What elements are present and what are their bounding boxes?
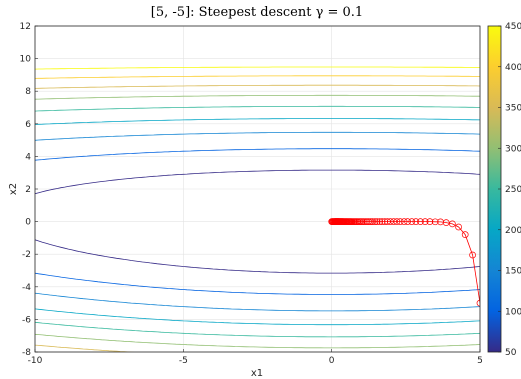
path-point (408, 218, 416, 225)
path-point (426, 218, 434, 225)
path-point (387, 218, 394, 225)
contour-line (35, 118, 480, 125)
path-point (365, 218, 373, 225)
colorbar-tick-label: 100 (505, 307, 521, 317)
path-point (437, 218, 444, 226)
contour-line (35, 308, 480, 326)
path-point (376, 218, 384, 225)
colorbar-tick-label: 400 (505, 63, 521, 73)
colorbar-tick-label: 200 (505, 226, 521, 236)
colorbar-tick-label: 300 (505, 144, 521, 154)
path-point (400, 218, 408, 225)
colorbar-tick-label: 50 (505, 348, 517, 358)
path-point (455, 223, 462, 231)
x-tick-label: 5 (477, 356, 483, 366)
contour-line (35, 94, 480, 100)
x-axis-label: x1 (251, 368, 263, 379)
path-point (396, 218, 404, 225)
y-tick-label: -6 (22, 315, 31, 325)
colorbar-tick-label: 350 (505, 104, 521, 114)
path-point (384, 218, 391, 225)
contour-line (35, 148, 480, 161)
path-point (476, 299, 480, 307)
contour-line (35, 355, 480, 367)
x-tick-label: -5 (179, 356, 188, 366)
descent-path (328, 218, 480, 307)
path-point (367, 218, 375, 225)
y-axis-ticks: -8 -6 -4 -2 0 2 4 6 8 10 12 (20, 22, 38, 358)
x-axis-ticks: -10 -5 0 5 (28, 349, 483, 366)
path-point (461, 231, 469, 238)
contour-line (35, 272, 480, 295)
y-tick-label: 4 (25, 152, 31, 162)
path-point (417, 218, 424, 225)
contour-line (35, 169, 480, 195)
path-point (358, 218, 366, 225)
path-point (381, 218, 389, 225)
colorbar-tick-label: 250 (505, 185, 521, 195)
contour-lines (35, 66, 480, 367)
path-point (421, 218, 429, 225)
y-tick-label: 10 (20, 55, 32, 65)
colorbar-tick-label: 450 (505, 22, 521, 32)
y-axis-label: x2 (8, 183, 19, 195)
path-point (328, 218, 336, 225)
path-point (404, 218, 411, 225)
chart-title: [5, -5]: Steepest descent γ = 0.1 (151, 5, 363, 20)
contour-line (35, 333, 480, 349)
x-tick-label: 0 (329, 356, 335, 366)
path-point (469, 251, 476, 259)
path-point (393, 218, 401, 225)
contour-line (35, 321, 480, 338)
path-point (431, 218, 439, 226)
path-point (449, 220, 456, 228)
y-tick-label: 6 (25, 120, 31, 130)
contour-line (35, 239, 480, 274)
y-tick-label: 8 (25, 87, 31, 97)
y-tick-label: -2 (22, 250, 31, 260)
y-tick-label: 12 (20, 22, 31, 32)
contour-line (35, 84, 480, 89)
y-tick-label: -4 (22, 283, 31, 293)
path-point (369, 218, 376, 225)
contour-line (35, 75, 480, 79)
path-point (363, 218, 371, 225)
contour-line (35, 105, 480, 112)
contour-line (35, 344, 136, 352)
grid (34, 25, 481, 353)
colorbar-tick-label: 150 (505, 267, 521, 277)
path-point (378, 218, 386, 225)
contour-line (35, 292, 480, 312)
contour-line (35, 131, 480, 141)
y-tick-label: 2 (25, 185, 31, 195)
path-point (412, 218, 420, 225)
y-tick-label: 0 (25, 218, 31, 228)
y-tick-label: -8 (22, 348, 31, 358)
contour-line (35, 66, 480, 70)
colorbar-ticks: 50 100 150 200 250 300 350 400 450 (498, 22, 521, 358)
x-tick-label: -10 (28, 356, 43, 366)
